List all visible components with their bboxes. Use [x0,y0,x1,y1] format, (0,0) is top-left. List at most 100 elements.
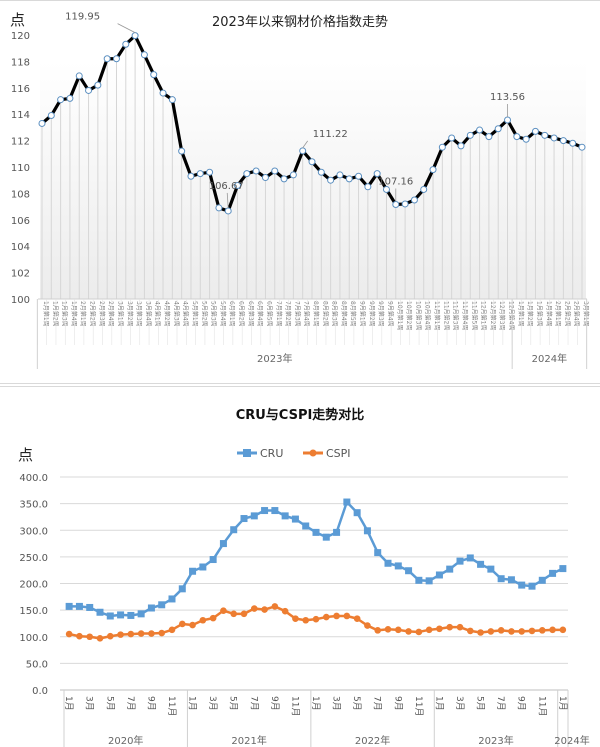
data-point [224,207,232,215]
data-point [178,147,186,155]
x-tick-label: 2月第4周 [107,301,115,327]
cru-data-point [302,522,310,530]
x-tick-label: 7月第2周 [284,301,292,327]
x-tick-label: 3月 [84,696,95,711]
cru-data-point [219,540,227,548]
cspi-data-point [559,626,567,634]
data-point [112,55,120,63]
cru-data-point [456,557,464,565]
cru-data-point [559,565,567,573]
x-tick-label: 8月第5周 [349,301,357,327]
cru-data-point [507,576,515,584]
cru-data-point [178,585,186,593]
x-tick-label: 3月第2周 [126,301,134,327]
x-tick-label: 1月第2周 [526,301,534,327]
data-point [299,147,307,155]
cru-data-point [261,507,269,515]
plot-area [40,61,586,299]
x-tick-label: 11月 [536,696,547,716]
cru-data-point [96,608,104,616]
x-tick-label: 12月第2周 [489,301,497,330]
data-point [196,170,204,178]
data-point [94,81,102,89]
x-tick-label: 10月第2周 [405,301,413,330]
x-tick-label: 1月第3周 [61,301,69,327]
y-tick-label: 100.0 [19,633,48,644]
cspi-data-point [189,621,196,629]
x-tick-label: 7月 [372,696,383,711]
x-tick-label: 5月 [351,696,362,711]
data-point [47,112,55,120]
x-tick-label: 9月第2周 [368,301,376,327]
y-tick-label: 118 [11,57,30,68]
data-point [206,168,214,176]
cspi-data-point [497,627,505,634]
data-point [513,133,521,141]
data-point [429,166,437,174]
x-tick-label: 10月第1周 [396,301,404,330]
x-tick-label: 1月第4周 [70,301,78,327]
cspi-data-point [220,607,227,614]
cru-data-point [106,612,114,620]
cru-data-point [425,577,433,585]
legend: CRU CSPI [237,447,351,460]
x-tick-label: 2月第2周 [89,301,97,327]
y-axis-unit: 点 [18,446,33,464]
x-tick-label: 3月第3周 [135,301,143,327]
x-tick-label: 10月第3周 [414,301,422,330]
cru-data-point [435,571,443,579]
data-point [150,71,158,79]
data-point [355,172,363,180]
x-tick-label: 6月第5周 [265,301,273,327]
x-tick-label: 8月第1周 [312,301,320,327]
x-tick-label: 5月第4周 [219,301,227,327]
cru-data-point [250,512,258,520]
cru-data-point [189,567,197,575]
data-point [364,183,372,191]
x-tick-label: 4月第1周 [154,301,162,327]
year-label: 2020年 [108,734,143,747]
data-point [122,40,130,48]
cspi-data-point [353,615,361,622]
data-point [420,185,428,193]
data-point [504,116,512,124]
cspi-data-point [394,626,402,634]
cspi-data-point [549,626,556,634]
cru-data-point [137,610,145,618]
x-tick-label: 4月第3周 [172,301,180,327]
cspi-data-point [302,616,310,624]
data-point [243,170,251,178]
y-tick-label: 350.0 [19,500,48,511]
cru-data-point [343,498,351,506]
x-tick-label: 3月 [207,696,218,711]
cspi-data-point [281,607,289,615]
annotation-leader [117,23,136,34]
year-label: 2023年 [257,352,292,365]
cspi-data-point [65,630,73,638]
top-chart-panel: 点 2023年以来钢材价格指数走势 100 102 104 106 108 110 112 1… [0,0,600,384]
cru-data-point [333,528,341,536]
data-point [392,200,400,208]
data-point [187,172,195,180]
steel-price-index-chart: 点 2023年以来钢材价格指数走势 100 102 104 106 108 110 112 1… [10,11,590,369]
data-point [103,55,111,63]
cspi-data-point [528,627,536,635]
data-point [476,126,484,134]
cspi-data-point [96,635,104,642]
x-tick-label: 9月 [392,696,403,711]
data-point [280,175,288,183]
x-tick-label: 7月第4周 [303,301,311,327]
annotation-leader [302,140,309,149]
x-tick-label: 10月第4周 [424,301,432,330]
cspi-data-point [384,625,392,633]
x-tick-label: 5月第3周 [210,301,218,327]
cspi-data-point [508,628,515,635]
cru-data-point [147,604,155,612]
data-point [466,131,474,139]
y-tick-label: 114 [11,110,30,121]
y-tick-label: 106 [11,216,30,227]
cspi-data-point [168,626,176,634]
x-tick-label: 5月第2周 [200,301,208,327]
y-axis-unit: 点 [10,11,25,29]
cspi-data-point [261,606,268,613]
